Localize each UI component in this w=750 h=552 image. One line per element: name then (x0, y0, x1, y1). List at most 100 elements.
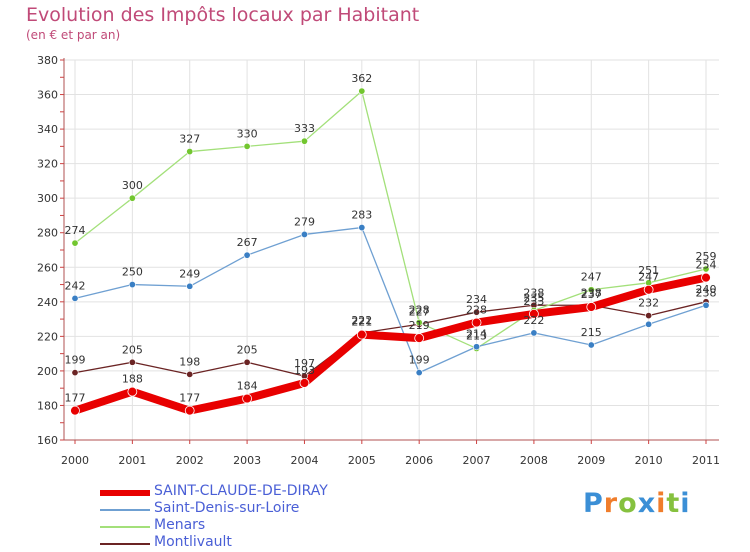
y-tick-label: 380 (37, 54, 58, 67)
data-point (702, 301, 710, 309)
data-point (127, 386, 138, 397)
logo-letter: t (666, 488, 681, 519)
data-label: 259 (696, 250, 717, 263)
data-point (243, 142, 251, 150)
data-label: 250 (122, 266, 143, 279)
data-label: 199 (409, 354, 430, 367)
data-point (300, 230, 308, 238)
data-point (299, 378, 310, 388)
data-point (415, 369, 423, 377)
data-label: 232 (638, 297, 659, 310)
data-point (128, 358, 136, 366)
legend-swatch (100, 509, 150, 511)
data-point (473, 308, 481, 316)
logo-letter: P (583, 488, 604, 519)
y-tick-label: 320 (37, 158, 58, 171)
data-point (71, 369, 79, 377)
data-point (128, 194, 136, 202)
data-point (243, 251, 251, 259)
data-point (70, 405, 80, 416)
x-tick-label: 2006 (405, 454, 433, 467)
data-label: 205 (122, 343, 143, 356)
x-tick-label: 2002 (176, 454, 204, 467)
data-label: 333 (294, 122, 315, 135)
data-label: 238 (581, 286, 602, 299)
series-line-1 (74, 226, 707, 374)
data-label: 238 (696, 286, 717, 299)
data-point (530, 329, 538, 337)
data-label: 327 (179, 133, 200, 146)
data-point (186, 282, 194, 290)
logo-letter: o (618, 488, 638, 519)
data-point (128, 281, 136, 289)
data-label: 240 (696, 283, 717, 296)
data-label: 214 (466, 328, 487, 341)
data-point (186, 370, 194, 378)
data-label: 213 (466, 329, 487, 342)
y-tick-label: 340 (37, 123, 58, 136)
logo-letter: r (603, 488, 619, 519)
logo-letter: i (680, 488, 691, 519)
logo-letter: i (656, 488, 667, 519)
data-point (645, 320, 653, 328)
logo-letter: x (637, 488, 657, 519)
data-label: 215 (581, 326, 602, 339)
y-tick-label: 200 (37, 365, 58, 378)
data-label: 184 (237, 380, 258, 393)
data-point (184, 405, 195, 416)
chart-grid (64, 59, 719, 441)
data-point (587, 286, 595, 294)
data-point (242, 393, 252, 404)
data-point (701, 272, 711, 283)
data-label: 242 (65, 279, 86, 292)
data-label: 254 (696, 259, 717, 272)
data-point (645, 312, 653, 320)
data-point (473, 343, 481, 351)
data-label: 228 (466, 304, 487, 317)
data-label: 233 (523, 295, 544, 308)
data-label: 222 (351, 314, 372, 327)
legend-label: Saint-Denis-sur-Loire (154, 500, 300, 516)
x-tick-label: 2005 (348, 454, 376, 467)
x-tick-label: 2001 (118, 454, 146, 467)
data-point (186, 148, 194, 156)
y-tick-label: 240 (37, 296, 58, 309)
x-tick-label: 2003 (233, 454, 261, 467)
data-label: 199 (65, 354, 86, 367)
data-point (71, 294, 79, 302)
data-label: 247 (638, 271, 659, 284)
data-label: 330 (237, 127, 258, 140)
legend-swatch (100, 490, 150, 496)
x-tick-label: 2009 (577, 454, 605, 467)
data-label: 198 (179, 355, 200, 368)
data-label: 227 (409, 305, 430, 318)
plot-area (64, 60, 719, 440)
series-line-0 (71, 273, 710, 415)
data-label: 219 (409, 319, 430, 332)
y-tick-label: 160 (37, 434, 58, 447)
legend-label: Menars (154, 517, 206, 533)
data-label: 235 (523, 291, 544, 304)
data-point (586, 302, 597, 312)
data-label: 249 (179, 267, 200, 280)
data-label: 234 (466, 293, 487, 306)
data-label: 300 (122, 179, 143, 192)
y-tick-label: 360 (37, 89, 58, 102)
data-label: 238 (523, 286, 544, 299)
chart-series-lines (71, 90, 710, 415)
data-label: 362 (351, 72, 372, 85)
data-label: 205 (237, 343, 258, 356)
y-tick-label: 220 (37, 330, 58, 343)
data-point (358, 87, 366, 95)
data-point (643, 284, 654, 295)
y-tick-label: 300 (37, 192, 58, 205)
chart-data-points (70, 87, 711, 416)
data-point (358, 224, 366, 232)
data-label: 251 (638, 264, 659, 277)
data-label: 228 (409, 304, 430, 317)
data-point (702, 265, 710, 273)
legend-label: SAINT-CLAUDE-DE-DIRAY (154, 483, 328, 499)
x-tick-label: 2008 (520, 454, 548, 467)
data-label: 221 (351, 316, 372, 329)
